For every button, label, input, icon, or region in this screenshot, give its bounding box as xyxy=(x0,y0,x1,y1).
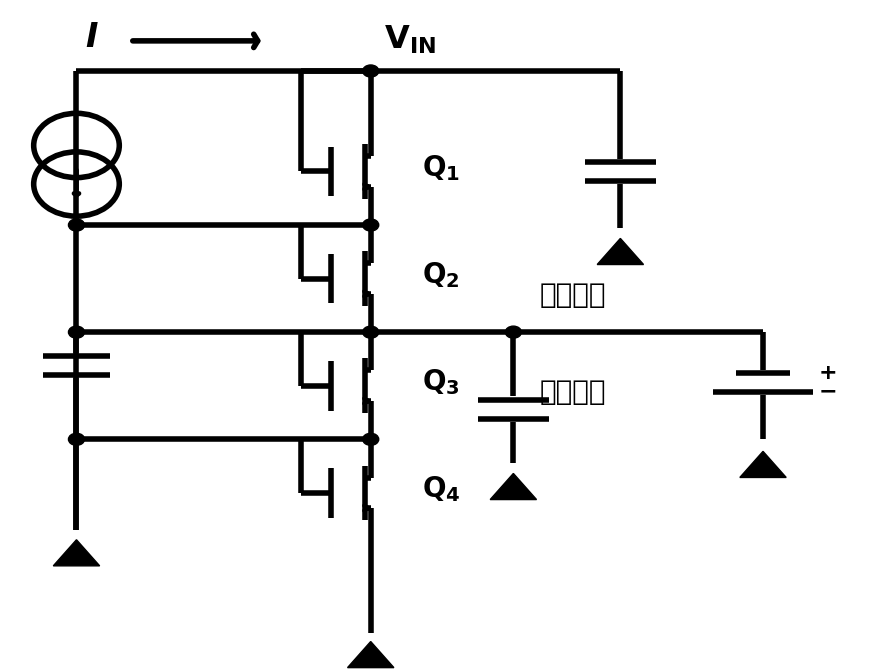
Text: +: + xyxy=(818,363,837,383)
Polygon shape xyxy=(490,474,537,499)
Text: $\mathbf{Q_1}$: $\mathbf{Q_1}$ xyxy=(422,153,461,183)
Circle shape xyxy=(69,433,85,446)
Polygon shape xyxy=(347,641,394,668)
Text: 输入电压: 输入电压 xyxy=(540,281,606,309)
Circle shape xyxy=(69,219,85,231)
Circle shape xyxy=(505,326,522,338)
Polygon shape xyxy=(597,238,644,264)
Text: $\mathbf{Q_4}$: $\mathbf{Q_4}$ xyxy=(422,474,461,505)
Polygon shape xyxy=(54,539,100,566)
Polygon shape xyxy=(739,452,786,478)
Circle shape xyxy=(363,326,379,338)
Text: 输出电压: 输出电压 xyxy=(540,378,606,407)
Text: $\mathbf{Q_3}$: $\mathbf{Q_3}$ xyxy=(422,368,460,397)
Circle shape xyxy=(363,433,379,446)
Text: $\mathbf{Q_2}$: $\mathbf{Q_2}$ xyxy=(422,260,460,290)
Text: $\mathbf{V_{IN}}$: $\mathbf{V_{IN}}$ xyxy=(384,24,436,56)
Circle shape xyxy=(363,219,379,231)
Circle shape xyxy=(69,326,85,338)
Text: −: − xyxy=(818,382,837,402)
Circle shape xyxy=(363,65,379,77)
Text: I: I xyxy=(86,21,97,54)
